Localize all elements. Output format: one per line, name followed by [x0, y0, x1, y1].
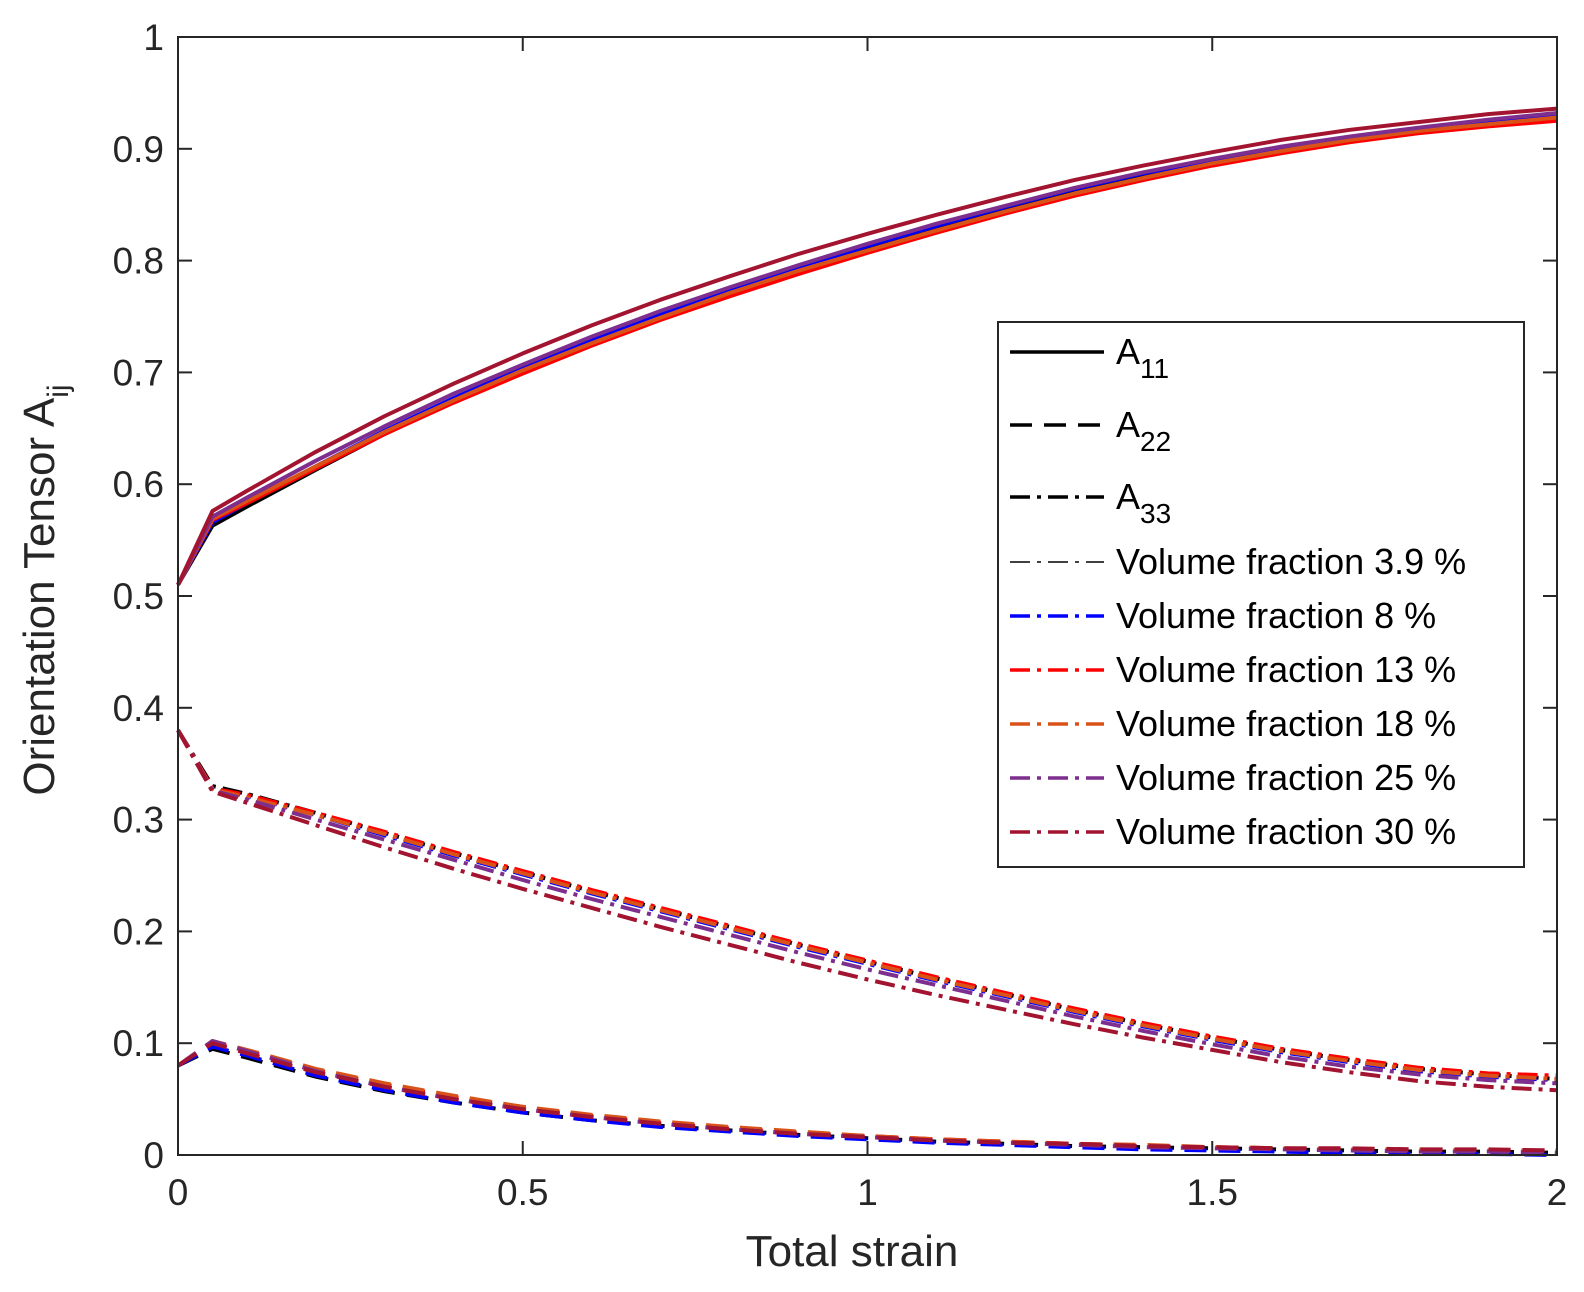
y-tick-label-6: 0.6 — [113, 464, 164, 505]
y-tick-label-5: 0.5 — [113, 576, 164, 617]
y-axis-title-main: Orientation Tensor A — [15, 397, 64, 796]
y-tick-label-10: 1 — [143, 17, 164, 58]
legend-label-7: Volume fraction 25 % — [1116, 757, 1456, 798]
y-tick-label-4: 0.4 — [113, 688, 164, 729]
legend-label-8: Volume fraction 30 % — [1116, 811, 1456, 852]
legend-box — [997, 321, 1525, 868]
legend-label-5: Volume fraction 13 % — [1116, 649, 1456, 690]
series-line-14 — [176, 729, 1558, 1078]
y-tick-label-8: 0.8 — [113, 241, 164, 282]
series-line-3 — [176, 115, 1558, 586]
svg-text:Orientation Tensor Aij: Orientation Tensor Aij — [15, 384, 75, 795]
legend-label-4: Volume fraction 8 % — [1116, 595, 1436, 636]
series-line-11 — [176, 1041, 1558, 1153]
legend-label-6: Volume fraction 18 % — [1116, 703, 1456, 744]
legend-label-2: A33 — [1116, 476, 1171, 529]
tick-labels: 0 0.5 1 1.5 2 0 0.1 0.2 0.3 0.4 0.5 0.6 0.7 0.8 0.9 1 — [113, 17, 1568, 1213]
series-line-17 — [176, 729, 1558, 1093]
y-axis-title-subscript: ij — [42, 384, 75, 397]
series-layer — [176, 106, 1558, 1157]
series-line-16 — [176, 729, 1558, 1086]
x-tick-label-4: 2 — [1547, 1172, 1568, 1213]
legend-items: A11 A22 A33 Volume fraction 3.9 % Volume fra… — [1010, 331, 1466, 852]
legend-label-1: A22 — [1116, 404, 1171, 457]
legend: A11 A22 A33 Volume fraction 3.9 % Volume fra… — [997, 321, 1525, 868]
y-tick-label-1: 0.1 — [113, 1023, 164, 1064]
axes-layer — [177, 36, 1558, 1156]
x-axis-title: Total strain — [746, 1227, 959, 1276]
y-tick-label-3: 0.3 — [113, 800, 164, 841]
series-line-9 — [176, 1039, 1557, 1153]
series-line-5 — [176, 106, 1558, 586]
x-tick-label-2: 1 — [857, 1172, 878, 1213]
x-tick-label-1: 0.5 — [497, 1172, 548, 1213]
legend-label-3: Volume fraction 3.9 % — [1116, 541, 1466, 582]
x-tick-label-3: 1.5 — [1187, 1172, 1238, 1213]
series-line-4 — [176, 111, 1558, 586]
x-tick-label-0: 0 — [168, 1172, 189, 1213]
y-tick-label-7: 0.7 — [113, 352, 164, 393]
y-tick-label-2: 0.2 — [113, 911, 164, 952]
series-line-7 — [177, 1044, 1558, 1157]
legend-label-0: A11 — [1116, 331, 1169, 384]
y-axis-title: Orientation Tensor Aij — [15, 384, 75, 795]
y-tick-label-0: 0 — [143, 1135, 164, 1176]
y-tick-label-9: 0.9 — [113, 129, 164, 170]
